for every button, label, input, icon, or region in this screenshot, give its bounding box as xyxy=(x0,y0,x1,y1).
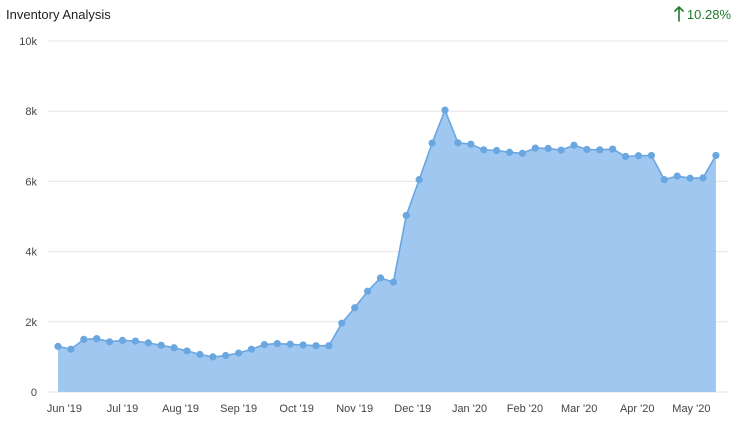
data-point[interactable] xyxy=(570,141,578,149)
x-tick-label: Aug '19 xyxy=(162,403,199,415)
data-point[interactable] xyxy=(312,342,320,350)
data-point[interactable] xyxy=(235,349,243,357)
y-tick-label: 6k xyxy=(25,176,37,188)
chart-title: Inventory Analysis xyxy=(6,7,111,22)
data-point[interactable] xyxy=(467,140,475,148)
data-point[interactable] xyxy=(54,342,62,350)
change-value: 10.28% xyxy=(686,6,731,22)
data-point[interactable] xyxy=(80,335,88,343)
data-point[interactable] xyxy=(544,144,552,153)
data-point[interactable] xyxy=(609,145,617,153)
data-point[interactable] xyxy=(441,106,449,114)
data-point[interactable] xyxy=(660,176,668,184)
x-axis-labels: Jun '19 Jul '19 Aug '19 Sep '19 Oct '19 Nov '… xyxy=(47,403,711,415)
data-point[interactable] xyxy=(118,336,127,345)
data-point[interactable] xyxy=(699,174,707,182)
data-point[interactable] xyxy=(454,139,462,147)
data-point[interactable] xyxy=(402,211,410,220)
data-point[interactable] xyxy=(131,337,139,345)
data-point[interactable] xyxy=(299,341,307,349)
data-point[interactable] xyxy=(286,340,294,348)
data-point[interactable] xyxy=(622,152,630,161)
data-point[interactable] xyxy=(364,287,372,295)
data-point[interactable] xyxy=(389,278,397,286)
data-point[interactable] xyxy=(531,144,539,152)
data-point[interactable] xyxy=(183,347,191,355)
x-tick-label: Feb '20 xyxy=(507,403,543,415)
data-point[interactable] xyxy=(67,345,75,353)
x-tick-label: Jun '19 xyxy=(47,403,82,415)
data-point[interactable] xyxy=(260,341,268,349)
data-point[interactable] xyxy=(557,146,565,154)
data-point[interactable] xyxy=(196,350,204,359)
y-tick-label: 8k xyxy=(25,106,37,118)
y-tick-label: 2k xyxy=(25,317,37,329)
data-point[interactable] xyxy=(325,342,333,350)
data-point[interactable] xyxy=(351,304,359,312)
data-point[interactable] xyxy=(493,146,501,155)
y-axis-labels: 0 2k 4k 6k 8k 10k xyxy=(19,36,37,399)
data-point[interactable] xyxy=(157,341,165,349)
x-tick-label: Mar '20 xyxy=(561,403,597,415)
data-point[interactable] xyxy=(634,152,643,160)
y-tick-label: 10k xyxy=(19,36,37,48)
data-point[interactable] xyxy=(712,151,720,160)
x-tick-label: Nov '19 xyxy=(336,403,373,415)
data-point[interactable] xyxy=(596,146,604,154)
data-point[interactable] xyxy=(583,145,591,154)
data-point[interactable] xyxy=(686,174,694,182)
x-tick-label: Jan '20 xyxy=(452,403,487,415)
data-point[interactable] xyxy=(415,176,423,184)
data-point[interactable] xyxy=(222,351,230,360)
x-tick-label: Apr '20 xyxy=(620,403,655,415)
y-tick-label: 0 xyxy=(31,387,37,399)
change-indicator: 10.28% xyxy=(674,6,731,22)
arrow-up-icon xyxy=(674,6,684,22)
data-points xyxy=(54,106,720,361)
data-point[interactable] xyxy=(376,274,385,282)
x-tick-label: Dec '19 xyxy=(394,403,431,415)
y-tick-label: 4k xyxy=(25,247,37,259)
series-line xyxy=(57,107,717,358)
data-point[interactable] xyxy=(647,151,656,160)
data-point[interactable] xyxy=(518,149,527,157)
x-tick-label: Jul '19 xyxy=(107,403,138,415)
data-point[interactable] xyxy=(505,148,514,156)
data-point[interactable] xyxy=(273,339,281,348)
data-point[interactable] xyxy=(209,353,217,361)
data-point[interactable] xyxy=(673,172,681,180)
x-tick-label: Oct '19 xyxy=(279,403,314,415)
area-fill xyxy=(58,110,716,392)
data-point[interactable] xyxy=(144,339,152,347)
x-tick-label: Sep '19 xyxy=(220,403,257,415)
data-point[interactable] xyxy=(480,146,488,154)
data-point[interactable] xyxy=(93,335,101,343)
data-point[interactable] xyxy=(428,139,436,147)
data-point[interactable] xyxy=(170,344,178,352)
data-point[interactable] xyxy=(106,338,114,346)
x-tick-label: May '20 xyxy=(672,403,710,415)
data-point[interactable] xyxy=(338,319,346,327)
data-point[interactable] xyxy=(247,345,256,353)
